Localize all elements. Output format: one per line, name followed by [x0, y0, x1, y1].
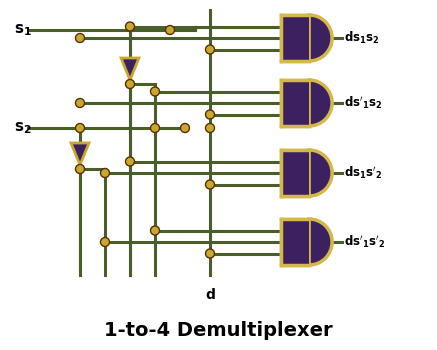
Circle shape: [125, 22, 135, 31]
Circle shape: [125, 79, 135, 89]
Text: $\mathbf{ds'_1s_2}$: $\mathbf{ds'_1s_2}$: [344, 95, 382, 111]
Circle shape: [205, 249, 215, 258]
Wedge shape: [309, 219, 332, 265]
Text: $\mathbf{ds_1s'_2}$: $\mathbf{ds_1s'_2}$: [344, 165, 382, 181]
Circle shape: [76, 165, 84, 173]
Polygon shape: [281, 80, 309, 126]
Text: $\mathbf{s_1}$: $\mathbf{s_1}$: [14, 22, 32, 38]
Polygon shape: [281, 16, 309, 60]
Circle shape: [101, 238, 110, 246]
Circle shape: [180, 124, 190, 133]
Polygon shape: [281, 15, 309, 61]
Circle shape: [150, 226, 160, 235]
Circle shape: [125, 157, 135, 166]
Polygon shape: [281, 151, 309, 195]
Circle shape: [150, 87, 160, 96]
Circle shape: [205, 110, 215, 119]
Text: $\mathbf{s_2}$: $\mathbf{s_2}$: [14, 120, 32, 136]
Wedge shape: [309, 80, 332, 126]
Circle shape: [150, 124, 160, 133]
Circle shape: [76, 98, 84, 107]
Polygon shape: [281, 219, 309, 265]
Text: $\mathbf{d}$: $\mathbf{d}$: [205, 287, 215, 302]
Polygon shape: [71, 143, 89, 165]
Wedge shape: [309, 15, 332, 61]
Circle shape: [205, 124, 215, 133]
Wedge shape: [309, 150, 332, 196]
Polygon shape: [281, 150, 309, 196]
Text: 1-to-4 Demultiplexer: 1-to-4 Demultiplexer: [104, 321, 333, 340]
Text: $\mathbf{ds'_1s'_2}$: $\mathbf{ds'_1s'_2}$: [344, 234, 385, 250]
Polygon shape: [281, 81, 309, 125]
Circle shape: [101, 168, 110, 177]
Text: $\mathbf{ds_1s_2}$: $\mathbf{ds_1s_2}$: [344, 30, 380, 46]
Circle shape: [76, 164, 84, 174]
Circle shape: [76, 124, 84, 133]
Polygon shape: [121, 58, 139, 80]
Polygon shape: [281, 220, 309, 264]
Circle shape: [205, 180, 215, 189]
Circle shape: [76, 34, 84, 42]
Circle shape: [166, 26, 174, 35]
Circle shape: [126, 80, 134, 88]
Circle shape: [205, 45, 215, 54]
